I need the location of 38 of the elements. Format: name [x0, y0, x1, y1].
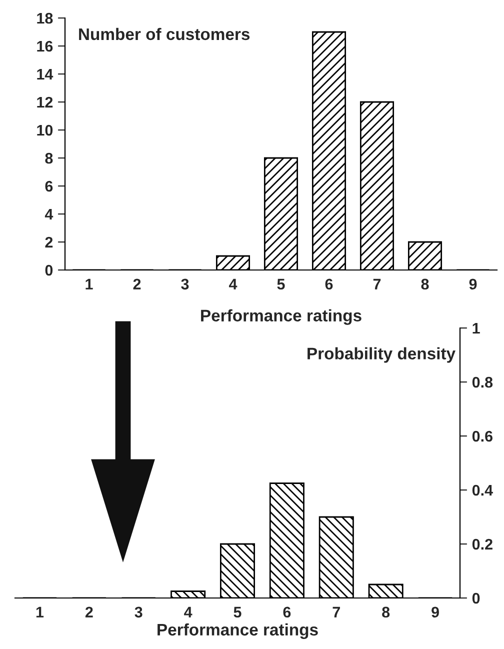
y2-tick-label: 0 — [472, 592, 480, 604]
x-tick-label: 7 — [332, 606, 340, 618]
x-tick-label: 9 — [432, 606, 439, 618]
x-tick-label: 2 — [133, 278, 141, 290]
x-tick-label: 8 — [382, 606, 390, 618]
y-axis-title: Number of customers — [79, 28, 250, 40]
y-axis-title: Probability density — [308, 347, 456, 363]
x-tick-label: 4 — [184, 606, 192, 618]
x-tick-label: 6 — [325, 278, 333, 290]
y2-tick-label: 0.2 — [472, 538, 492, 550]
y2-tick-label: 0.8 — [472, 376, 493, 388]
x-tick-label: 2 — [85, 606, 93, 618]
x-tick-label: 3 — [181, 278, 189, 290]
y2-tick-label: 1 — [472, 323, 480, 334]
x-tick-label: 1 — [36, 606, 44, 618]
x-tick-label: 1 — [86, 278, 93, 290]
y2-tick-label: 0.6 — [472, 430, 492, 442]
x-axis-title: Performance ratings — [201, 309, 362, 325]
y-tick-label: 14 — [37, 69, 54, 80]
y-tick-label: 10 — [37, 124, 53, 136]
y-tick-label: 8 — [45, 152, 53, 164]
y-tick-label: 2 — [45, 236, 53, 248]
x-tick-label: 6 — [283, 606, 291, 618]
x-tick-label: 5 — [234, 606, 242, 618]
x-tick-label: 7 — [373, 278, 381, 290]
y-tick-label: 0 — [45, 264, 53, 276]
x-tick-label: 9 — [469, 278, 477, 290]
x-tick-label: 4 — [228, 278, 238, 290]
y-tick-label: 4 — [44, 209, 54, 220]
y2-tick-label: 0.4 — [472, 484, 493, 496]
x-axis-title: Performance ratings — [158, 623, 318, 639]
y-tick-label: 16 — [37, 40, 53, 52]
y-tick-label: 18 — [37, 12, 53, 24]
y-tick-label: 12 — [37, 96, 53, 108]
x-tick-label: 5 — [277, 278, 285, 290]
x-tick-label: 3 — [134, 606, 142, 618]
y-tick-label: 6 — [45, 180, 53, 192]
x-tick-label: 8 — [421, 278, 429, 290]
